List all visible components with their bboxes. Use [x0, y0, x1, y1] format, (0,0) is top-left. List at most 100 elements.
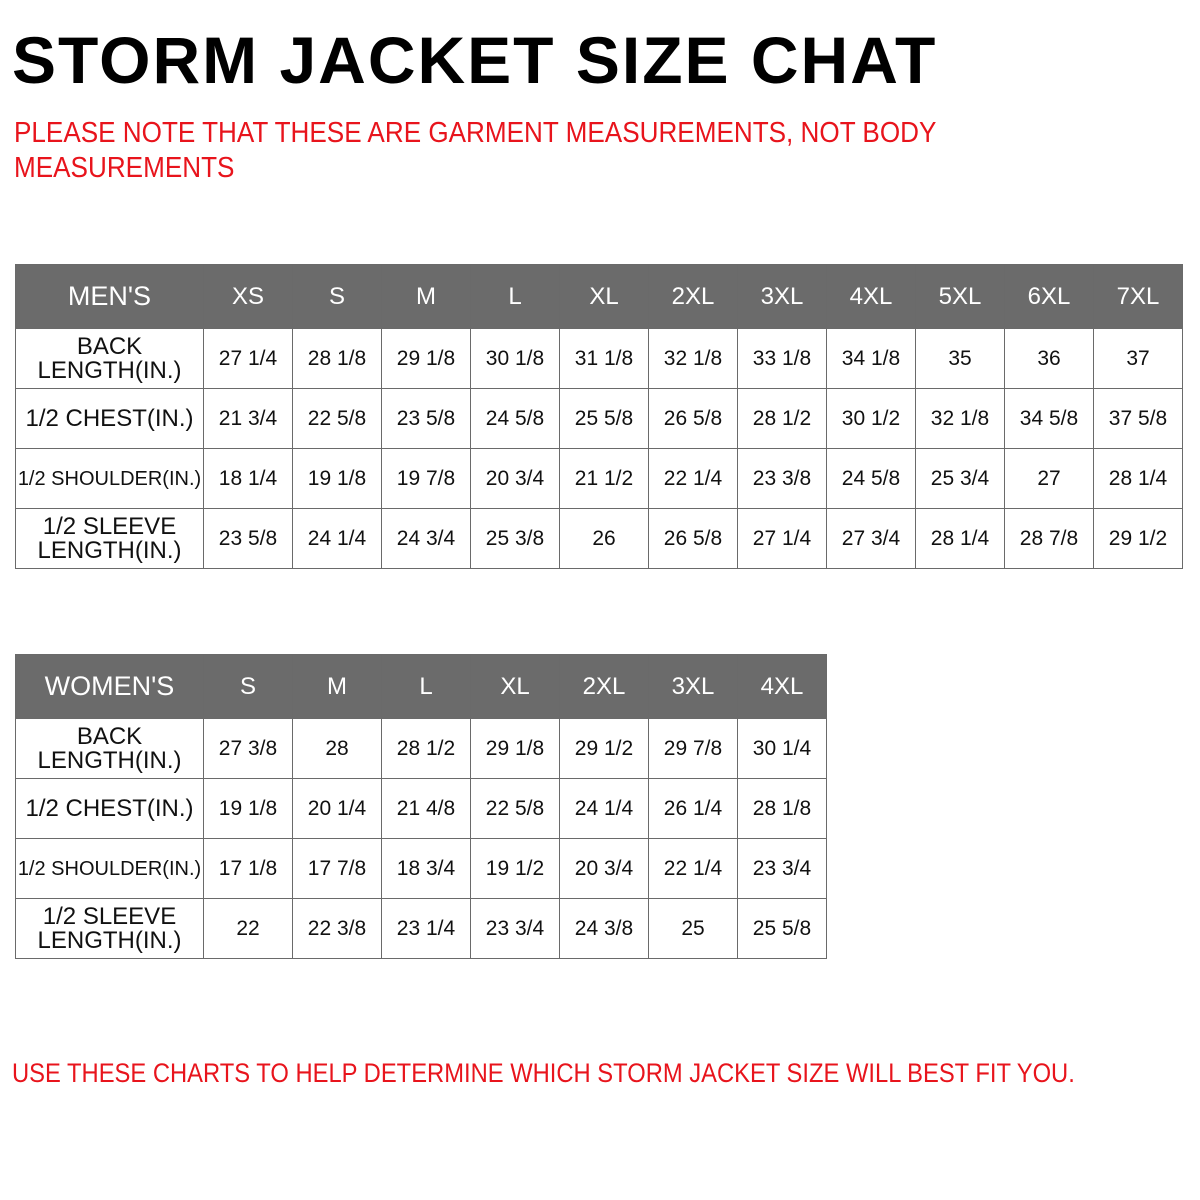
measurement-cell: 28 7/8 — [1004, 508, 1094, 569]
table-row: BACK LENGTH(IN.) 27 1/4 28 1/8 29 1/8 30 1/8… — [15, 328, 1183, 389]
measurement-cell: 34 5/8 — [1004, 388, 1094, 449]
size-header: M — [292, 654, 382, 719]
measurement-cell: 22 3/8 — [292, 898, 382, 959]
measurement-cell: 23 3/4 — [470, 898, 560, 959]
measurement-cell: 23 1/4 — [381, 898, 471, 959]
measurement-cell: 27 3/8 — [203, 718, 293, 779]
size-header: 2XL — [559, 654, 649, 719]
measurement-cell: 21 3/4 — [203, 388, 293, 449]
table-row: 1/2 CHEST(IN.) 21 3/4 22 5/8 23 5/8 24 5/8 25… — [15, 388, 1183, 449]
measurement-cell: 25 — [648, 898, 738, 959]
size-header: 3XL — [737, 264, 827, 329]
table-row: BACK LENGTH(IN.) 27 3/8 28 28 1/2 29 1/8 29 1… — [15, 718, 827, 779]
measurement-cell: 32 1/8 — [915, 388, 1005, 449]
garment-note: PLEASE NOTE THAT THESE ARE GARMENT MEASU… — [14, 117, 936, 184]
table-row: 1/2 SHOULDER(IN.) 18 1/4 19 1/8 19 7/8 20 3/… — [15, 448, 1183, 509]
header-row: MEN'S XS S M L XL 2XL 3XL 4XL 5XL 6XL 7XL — [15, 264, 1183, 329]
row-label: 1/2 SHOULDER(IN.) — [15, 448, 204, 509]
size-header: S — [292, 264, 382, 329]
measurement-cell: 22 5/8 — [470, 778, 560, 839]
measurement-cell: 24 3/4 — [381, 508, 471, 569]
measurement-cell: 28 1/8 — [737, 778, 827, 839]
row-label: 1/2 SLEEVE LENGTH(IN.) — [15, 898, 204, 959]
measurement-cell: 37 5/8 — [1093, 388, 1183, 449]
table-row: 1/2 CHEST(IN.) 19 1/8 20 1/4 21 4/8 22 5/8 24… — [15, 778, 827, 839]
size-header: XS — [203, 264, 293, 329]
measurement-cell: 23 5/8 — [381, 388, 471, 449]
measurement-cell: 34 1/8 — [826, 328, 916, 389]
size-header: S — [203, 654, 293, 719]
measurement-cell: 30 1/4 — [737, 718, 827, 779]
measurement-cell: 25 5/8 — [737, 898, 827, 959]
measurement-cell: 25 5/8 — [559, 388, 649, 449]
measurement-cell: 28 — [292, 718, 382, 779]
womens-size-table: WOMEN'S S M L XL 2XL 3XL 4XL BACK LENGTH(IN.) 27 … — [15, 654, 827, 959]
measurement-cell: 19 1/2 — [470, 838, 560, 899]
size-header: 2XL — [648, 264, 738, 329]
measurement-cell: 29 1/2 — [1093, 508, 1183, 569]
table-title: WOMEN'S — [15, 654, 204, 719]
size-header: M — [381, 264, 471, 329]
measurement-cell: 18 1/4 — [203, 448, 293, 509]
size-header: 4XL — [826, 264, 916, 329]
measurement-cell: 27 1/4 — [737, 508, 827, 569]
measurement-cell: 28 1/8 — [292, 328, 382, 389]
measurement-cell: 26 1/4 — [648, 778, 738, 839]
row-label: BACK LENGTH(IN.) — [15, 328, 204, 389]
header-row: WOMEN'S S M L XL 2XL 3XL 4XL — [15, 654, 827, 719]
measurement-cell: 32 1/8 — [648, 328, 738, 389]
measurement-cell: 31 1/8 — [559, 328, 649, 389]
size-header: 4XL — [737, 654, 827, 719]
measurement-cell: 36 — [1004, 328, 1094, 389]
row-label: BACK LENGTH(IN.) — [15, 718, 204, 779]
measurement-cell: 33 1/8 — [737, 328, 827, 389]
measurement-cell: 30 1/8 — [470, 328, 560, 389]
measurement-cell: 23 3/8 — [737, 448, 827, 509]
table-row: 1/2 SHOULDER(IN.) 17 1/8 17 7/8 18 3/4 19 1/… — [15, 838, 827, 899]
measurement-cell: 29 7/8 — [648, 718, 738, 779]
measurement-cell: 27 1/4 — [203, 328, 293, 389]
measurement-cell: 30 1/2 — [826, 388, 916, 449]
measurement-cell: 27 — [1004, 448, 1094, 509]
measurement-cell: 21 1/2 — [559, 448, 649, 509]
measurement-cell: 26 5/8 — [648, 508, 738, 569]
table-row: 1/2 SLEEVE LENGTH(IN.) 23 5/8 24 1/4 24 3/4… — [15, 508, 1183, 569]
measurement-cell: 25 3/4 — [915, 448, 1005, 509]
measurement-cell: 23 3/4 — [737, 838, 827, 899]
measurement-cell: 28 1/4 — [1093, 448, 1183, 509]
size-header: L — [381, 654, 471, 719]
measurement-cell: 20 3/4 — [559, 838, 649, 899]
measurement-cell: 17 1/8 — [203, 838, 293, 899]
mens-size-table: MEN'S XS S M L XL 2XL 3XL 4XL 5XL 6XL 7XL BACK LENGT… — [15, 264, 1183, 569]
size-header: 7XL — [1093, 264, 1183, 329]
row-label: 1/2 SHOULDER(IN.) — [15, 838, 204, 899]
measurement-cell: 20 1/4 — [292, 778, 382, 839]
measurement-cell: 22 1/4 — [648, 448, 738, 509]
row-label: 1/2 CHEST(IN.) — [15, 778, 204, 839]
measurement-cell: 26 — [559, 508, 649, 569]
size-header: XL — [559, 264, 649, 329]
measurement-cell: 29 1/8 — [470, 718, 560, 779]
measurement-cell: 19 1/8 — [203, 778, 293, 839]
size-header: L — [470, 264, 560, 329]
size-header: XL — [470, 654, 560, 719]
measurement-cell: 28 1/2 — [737, 388, 827, 449]
table-row: 1/2 SLEEVE LENGTH(IN.) 22 22 3/8 23 1/4 23 3… — [15, 898, 827, 959]
measurement-cell: 29 1/2 — [559, 718, 649, 779]
row-label: 1/2 CHEST(IN.) — [15, 388, 204, 449]
measurement-cell: 24 1/4 — [559, 778, 649, 839]
measurement-cell: 22 5/8 — [292, 388, 382, 449]
row-label: 1/2 SLEEVE LENGTH(IN.) — [15, 508, 204, 569]
measurement-cell: 37 — [1093, 328, 1183, 389]
measurement-cell: 20 3/4 — [470, 448, 560, 509]
measurement-cell: 24 5/8 — [470, 388, 560, 449]
measurement-cell: 24 1/4 — [292, 508, 382, 569]
measurement-cell: 35 — [915, 328, 1005, 389]
page-title: STORM JACKET SIZE CHAT — [12, 23, 938, 97]
measurement-cell: 23 5/8 — [203, 508, 293, 569]
size-header: 6XL — [1004, 264, 1094, 329]
measurement-cell: 28 1/2 — [381, 718, 471, 779]
measurement-cell: 28 1/4 — [915, 508, 1005, 569]
footer-note: USE THESE CHARTS TO HELP DETERMINE WHICH… — [12, 1058, 1075, 1088]
measurement-cell: 24 5/8 — [826, 448, 916, 509]
